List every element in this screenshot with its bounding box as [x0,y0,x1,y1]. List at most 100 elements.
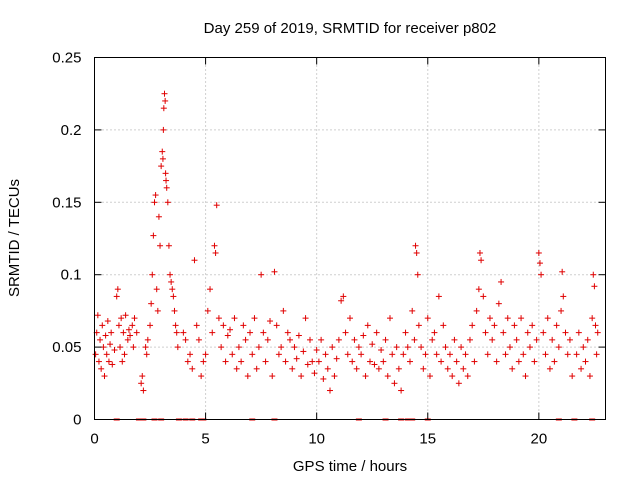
data-point [340,293,347,300]
data-point [307,336,314,343]
data-point [327,387,334,394]
data-point [150,232,157,239]
data-point [233,365,240,372]
data-point [157,242,164,249]
data-point [455,380,462,387]
data-point [105,358,112,365]
data-point [529,322,536,329]
data-point [590,271,597,278]
data-point [170,293,177,300]
data-point [482,329,489,336]
data-point [304,361,311,368]
data-point [502,351,509,358]
data-point [551,358,558,365]
data-point [406,358,413,365]
data-point [262,358,269,365]
data-point [580,344,587,351]
data-point [195,336,202,343]
data-point [133,329,140,336]
data-point [311,370,318,377]
data-point [489,336,496,343]
data-point [475,286,482,293]
data-point [159,148,166,155]
data-point [260,329,267,336]
data-point [97,336,104,343]
data-point [182,336,189,343]
chart-title: Day 259 of 2019, SRMTID for receiver p80… [204,20,497,37]
data-point [586,373,593,380]
data-point [500,329,507,336]
data-point [409,307,416,314]
data-point [160,105,167,112]
data-point [138,380,145,387]
data-point [300,348,307,355]
data-point [414,271,421,278]
data-point [119,358,126,365]
data-point [115,322,122,329]
data-point [444,365,451,372]
data-point [167,271,174,278]
axis-ticks [94,57,606,420]
data-point [386,315,393,322]
data-point [484,351,491,358]
data-point [309,358,316,365]
data-point [355,344,362,351]
data-point [573,351,580,358]
data-point [553,322,560,329]
data-point [313,346,320,353]
data-point [375,365,382,372]
data-point [491,322,498,329]
data-point [360,332,367,339]
data-point [142,344,149,351]
data-point [160,126,167,133]
grid-lines [94,57,606,420]
data-point [211,242,218,249]
data-point [440,322,447,329]
data-point [315,358,322,365]
y-tick-label: 0 [73,412,81,429]
data-point [366,358,373,365]
data-point [168,278,175,285]
data-point [191,257,198,264]
data-point [163,184,170,191]
data-point [293,355,300,362]
data-point [227,326,234,333]
data-point [469,322,476,329]
data-point [378,346,385,353]
data-point [159,155,166,162]
data-point [594,329,601,336]
data-point [125,326,132,333]
data-point [149,271,156,278]
data-point [158,163,165,170]
data-point [593,351,600,358]
data-point [400,351,407,358]
data-point [522,373,529,380]
data-point [498,278,505,285]
data-point [152,192,159,199]
data-point [244,373,251,380]
data-point [275,351,282,358]
data-point [155,213,162,220]
data-point [291,344,298,351]
data-point [165,242,172,249]
y-tick-label: 0.25 [52,50,81,67]
data-point [338,297,345,304]
x-tick-label: 15 [419,431,436,448]
data-point [114,286,121,293]
data-point [389,351,396,358]
data-point [420,365,427,372]
data-point [442,344,449,351]
data-point [422,351,429,358]
data-point [151,199,158,206]
data-point [509,365,516,372]
data-point [476,249,483,256]
data-point [578,365,585,372]
data-point [533,336,540,343]
data-point [99,322,106,329]
data-point [95,358,102,365]
plot-frame [94,57,606,420]
data-point [460,365,467,372]
data-point [335,336,342,343]
data-point [295,332,302,339]
